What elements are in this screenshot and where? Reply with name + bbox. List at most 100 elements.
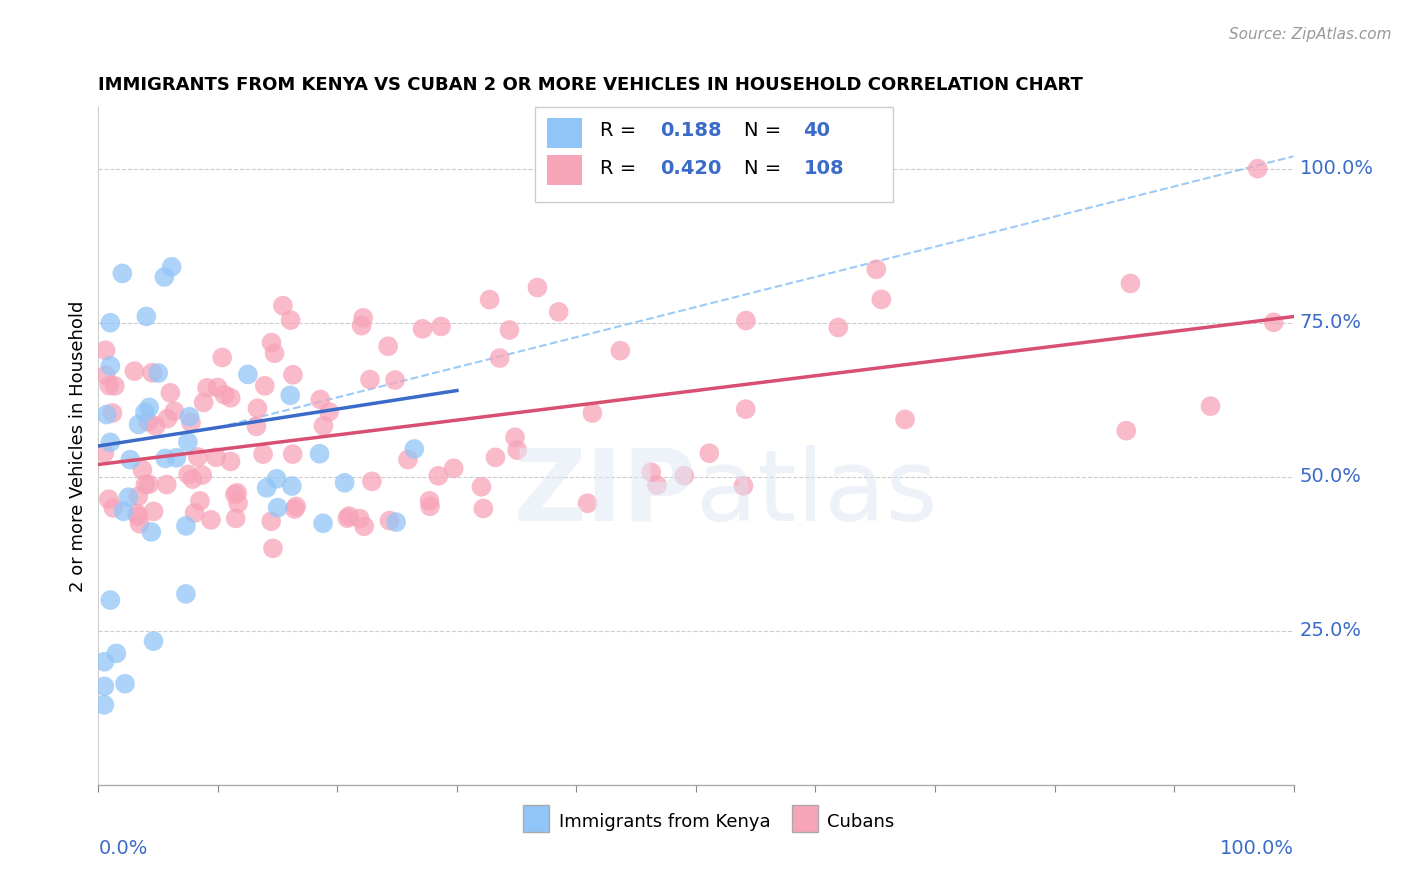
Point: [284, 502, 307, 516]
Point: [93, 679, 115, 693]
Text: R =: R =: [600, 159, 643, 178]
Point: [98, 593, 122, 607]
FancyBboxPatch shape: [534, 107, 893, 202]
Point: [308, 447, 330, 461]
Text: 40: 40: [804, 121, 831, 140]
Point: [281, 479, 304, 493]
Point: [312, 418, 335, 433]
Point: [385, 515, 408, 529]
Point: [503, 430, 526, 444]
Point: [609, 343, 631, 358]
Point: [1199, 399, 1222, 413]
Point: [263, 346, 285, 360]
Point: [93, 655, 115, 669]
Point: [224, 487, 246, 501]
Text: IMMIGRANTS FROM KENYA VS CUBAN 2 OR MORE VEHICLES IN HOUSEHOLD CORRELATION CHART: IMMIGRANTS FROM KENYA VS CUBAN 2 OR MORE…: [98, 77, 1083, 95]
Text: R =: R =: [600, 121, 643, 140]
Point: [427, 468, 450, 483]
Y-axis label: 2 or more Vehicles in Household: 2 or more Vehicles in Household: [69, 301, 87, 591]
Point: [865, 262, 887, 277]
Point: [183, 506, 205, 520]
Text: Immigrants from Kenya: Immigrants from Kenya: [558, 814, 770, 831]
Point: [547, 305, 569, 319]
Point: [98, 359, 122, 373]
Point: [870, 293, 893, 307]
Point: [478, 293, 501, 307]
Point: [114, 676, 136, 690]
Point: [141, 366, 163, 380]
Point: [177, 435, 200, 450]
Point: [112, 504, 135, 518]
Point: [177, 467, 200, 482]
Point: [498, 323, 520, 337]
Text: 100.0%: 100.0%: [1299, 159, 1374, 178]
Point: [205, 450, 228, 465]
Point: [260, 335, 283, 350]
Point: [200, 513, 222, 527]
Point: [318, 405, 340, 419]
Point: [271, 299, 294, 313]
Point: [226, 496, 249, 510]
Point: [156, 477, 179, 491]
Point: [640, 465, 662, 479]
Point: [124, 364, 146, 378]
Point: [396, 452, 419, 467]
Point: [159, 385, 181, 400]
Point: [488, 351, 510, 365]
Text: 25.0%: 25.0%: [1299, 622, 1361, 640]
Text: 0.188: 0.188: [661, 121, 721, 140]
Point: [188, 494, 211, 508]
Point: [1115, 424, 1137, 438]
Point: [226, 485, 249, 500]
Point: [165, 450, 187, 465]
Point: [127, 509, 149, 524]
Point: [174, 519, 197, 533]
Point: [142, 504, 165, 518]
Point: [281, 368, 304, 382]
Text: 100.0%: 100.0%: [1219, 839, 1294, 858]
Point: [337, 509, 360, 524]
Point: [128, 516, 150, 531]
Point: [117, 490, 139, 504]
Point: [96, 408, 118, 422]
Point: [94, 343, 117, 358]
Point: [377, 339, 399, 353]
FancyBboxPatch shape: [523, 805, 548, 832]
Text: Source: ZipAtlas.com: Source: ZipAtlas.com: [1229, 27, 1392, 42]
Point: [506, 443, 529, 458]
Point: [384, 373, 406, 387]
Point: [645, 478, 668, 492]
Point: [262, 541, 284, 556]
Point: [267, 500, 290, 515]
Point: [470, 480, 492, 494]
Point: [411, 322, 433, 336]
Point: [378, 514, 401, 528]
Point: [260, 514, 283, 528]
Point: [98, 316, 122, 330]
Text: 50.0%: 50.0%: [1299, 467, 1361, 486]
Point: [225, 511, 247, 525]
Text: ZIP: ZIP: [513, 445, 696, 542]
Point: [214, 388, 236, 402]
Point: [93, 698, 115, 712]
Point: [94, 368, 117, 383]
Point: [734, 402, 756, 417]
Point: [443, 461, 465, 475]
Point: [136, 415, 159, 429]
Point: [105, 647, 128, 661]
Point: [128, 417, 150, 432]
Point: [697, 446, 720, 460]
Point: [246, 401, 269, 416]
Point: [138, 401, 160, 415]
Point: [98, 378, 121, 392]
Point: [153, 270, 176, 285]
Point: [187, 450, 209, 464]
Point: [735, 313, 758, 327]
Point: [472, 501, 495, 516]
Point: [103, 500, 125, 515]
Text: Cubans: Cubans: [827, 814, 894, 831]
Point: [1247, 161, 1270, 176]
Text: 0.0%: 0.0%: [98, 839, 148, 858]
Point: [484, 450, 506, 465]
Point: [253, 378, 276, 392]
